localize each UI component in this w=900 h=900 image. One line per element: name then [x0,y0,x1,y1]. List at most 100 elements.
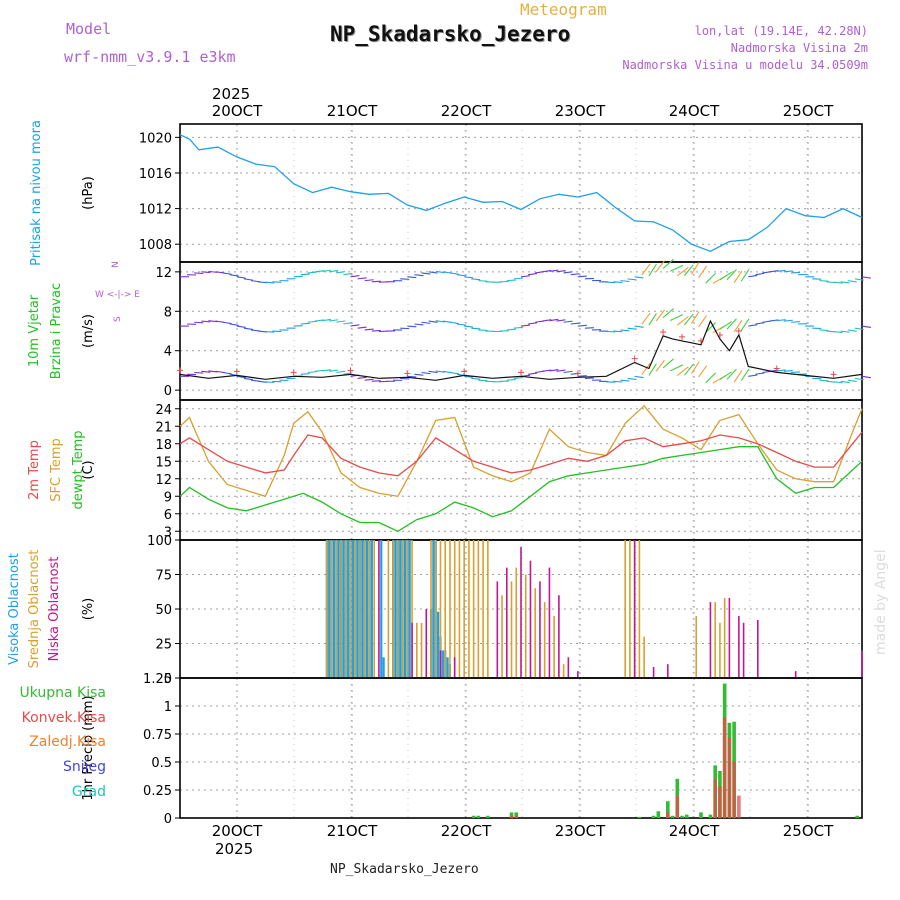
wind-arrow-middle-72 [520,324,531,327]
credit-label: made by Angel [873,549,889,655]
wind-arrow-upper-118.5 [740,269,750,282]
wind-arrow-middle-63 [478,329,488,332]
clouds-panel: 0 25 50 75 100 (%) [81,534,863,687]
wind-arrow-middle-120 [748,324,758,327]
wind-arrow-upper-141 [847,280,857,283]
wind-arrow-lower-127.5 [783,369,793,372]
wind-arrow-middle-103.5 [669,314,684,322]
wind-arrow-lower-121.5 [755,372,765,375]
precip-bar-1-1 [514,815,519,818]
wind-arrow-upper-48 [407,276,417,279]
wind-gust-mark-8 [404,370,411,377]
wind-arrow-upper-99 [648,263,657,277]
clouds-ytick-label-4: 100 [147,534,172,549]
temp2m-line [179,431,863,477]
wind-arrow-middle-54 [435,320,445,323]
wind-arrow-middle-39 [364,328,374,331]
wind-arrow-upper-40.5 [371,280,381,283]
wind-arrow-middle-79.5 [556,319,566,322]
wind-arrow-upper-31.5 [329,269,339,273]
wind-arrow-lower-144 [861,375,871,379]
model-label: Model [66,20,112,38]
wind-arrow-upper-39 [364,279,374,282]
precip-ytick-label-0: 0 [164,812,172,827]
wind-arrow-middle-73.5 [528,322,538,325]
wind-arrow-upper-105 [676,266,689,277]
wind-arrow-upper-3 [194,272,204,275]
bottom-day-label-5: 25OCT [783,822,834,840]
footer-station: NP_Skadarsko_Jezero [330,862,479,877]
wind-arrow-middle-114 [719,321,732,330]
wind-arrow-middle-58.5 [456,323,467,326]
wind-arrow-lower-96 [634,375,644,379]
precip-bar-1-6 [722,717,727,818]
precip-bar-1-0 [509,815,514,818]
wind-arrow-upper-10.5 [229,274,239,277]
wind-arrow-upper-69 [506,279,516,282]
wind-arrow-middle-69 [506,328,516,331]
wind-arrow-middle-127.5 [783,319,793,322]
wind-arrow-lower-60 [464,375,474,378]
wind-arrow-lower-69 [506,379,516,381]
wind-arrow-middle-9 [222,321,232,325]
temperature-title-1: SFC Temp [49,438,64,502]
bottom-day-label-4: 24OCT [669,822,720,840]
precip-bar-0-6 [651,815,656,818]
precip-panel: 0 0.25 0.5 0.75 1 1.25 1hr Precip (mm) [81,672,863,827]
precip-bar-0-20 [855,815,860,818]
wind-arrow-lower-106.5 [683,363,694,376]
wind-arrow-middle-30 [322,318,332,322]
wind-title-1: Brzina i Pravac [49,283,64,380]
precip-bar-0-4 [514,812,519,818]
wind-arrow-upper-49.5 [414,274,424,277]
wind-arrow-lower-109.5 [698,365,708,378]
pressure-ytick-label-0: 1008 [139,238,172,253]
wind-arrow-upper-126 [776,269,786,272]
wind-arrow-middle-84 [577,324,587,327]
wind-arrow-upper-103.5 [669,264,684,272]
wind-arrow-lower-142.5 [854,377,864,381]
wind-arrow-upper-79.5 [556,269,566,273]
precip-legend-3: Snijeg [63,759,106,775]
wind-arrow-middle-57 [449,321,459,325]
wind-arrow-lower-84 [577,375,587,377]
precip-bar-0-9 [670,815,675,818]
wind-arrow-lower-61.5 [471,377,481,380]
wind-arrow-middle-37.5 [357,326,367,329]
top-day-label-1: 21OCT [327,102,378,120]
wind-ytick-label-1: 4 [164,345,172,360]
wind-arrow-lower-31.5 [329,369,339,372]
pressure-frame [179,123,863,263]
wind-arrow-lower-141 [847,379,857,383]
wind-arrow-upper-13.5 [243,278,253,281]
temperature-title-0: 2m Temp [27,440,42,500]
precip-bar-0-2 [486,815,490,818]
wind-arrow-lower-25.5 [300,373,310,375]
wind-arrow-middle-33 [336,320,346,323]
temperature-ytick-label-5: 18 [155,438,172,453]
precip-bar-0-12 [684,814,689,818]
wind-arrow-upper-97.5 [641,263,651,276]
wind-arrow-middle-40.5 [371,329,381,332]
precip-bar-0-11 [680,815,684,818]
top-year-label: 2025 [212,85,250,103]
precip-ytick-label-1: 0.25 [143,784,172,799]
clouds-title-2: Niska Oblacnost [47,557,62,662]
wind-frame [179,261,863,401]
temperature-ytick-label-0: 3 [164,525,172,540]
precip-legend-2: Zaledj.Kisa [29,734,106,750]
station-title: NP_Skadarsko_Jezero [330,22,571,46]
wind-arrow-lower-100.5 [655,359,665,372]
temperature-ytick-label-1: 6 [164,508,172,523]
wind-gust-mark-4 [290,369,297,376]
wind-arrow-middle-60 [464,325,474,328]
wind-arrow-upper-72 [520,275,531,278]
pressure-panel: 1008 1012 1016 1020 (hPa) [81,123,863,263]
wind-arrow-upper-33 [336,271,346,274]
wind-arrow-middle-48 [407,325,417,328]
wind-arrow-lower-30 [322,369,332,372]
wind-arrow-upper-111 [705,272,716,284]
wind-arrow-middle-13.5 [243,327,253,330]
wind-arrow-upper-9 [222,272,232,275]
wind-arrow-lower-40.5 [371,380,381,382]
